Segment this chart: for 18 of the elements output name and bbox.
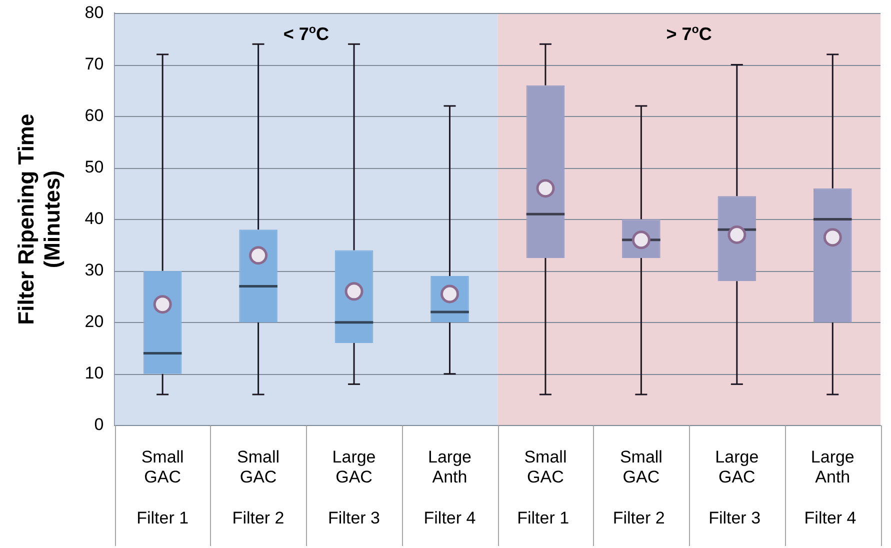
y-tick-label: 80 — [84, 2, 104, 22]
y-tick-label: 40 — [84, 208, 104, 228]
y-tick-label: 0 — [94, 415, 104, 434]
y-tick-label: 60 — [84, 106, 104, 125]
y-axis-title: Filter Ripening Time (Minutes) — [13, 114, 65, 325]
y-tick-label: 50 — [84, 157, 104, 176]
category-label: Small GAC Filter 2 — [232, 447, 284, 528]
y-tick-label: 10 — [84, 364, 104, 383]
y-tick-label: 30 — [84, 260, 104, 280]
y-tick-label: 20 — [84, 312, 104, 332]
category-label: Large Anth Filter 4 — [804, 447, 856, 528]
category-label: Small GAC Filter 1 — [136, 447, 189, 528]
y-tick-label: 70 — [84, 54, 104, 74]
category-label: Large Anth Filter 4 — [424, 447, 476, 528]
category-label: Small GAC Filter 1 — [517, 447, 570, 528]
category-label: Large GAC Filter 3 — [328, 447, 380, 528]
category-label: Large GAC Filter 3 — [708, 447, 761, 528]
category-label: Small GAC Filter 2 — [612, 447, 665, 528]
